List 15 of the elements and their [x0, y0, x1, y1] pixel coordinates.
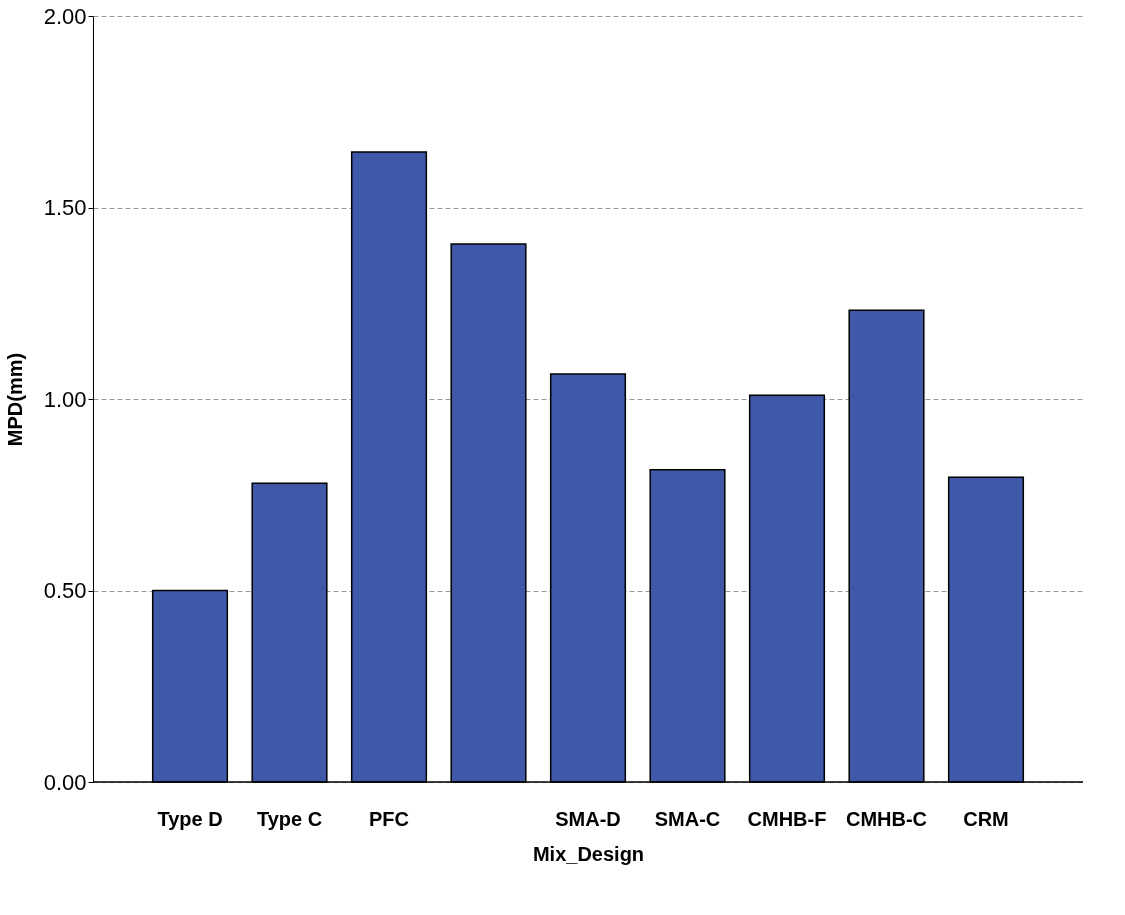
x-tick-label: PFC — [369, 808, 410, 830]
y-axis-title: MPD(mm) — [3, 352, 26, 447]
x-tick-label: Type C — [256, 808, 323, 830]
x-tick-label: Type D — [157, 808, 223, 830]
x-tick-label: CMHB-C — [845, 808, 928, 830]
y-tick-label: 2.00 — [43, 3, 87, 29]
x-tick-label: SMA-D — [555, 808, 621, 830]
y-tick-label: 0.00 — [43, 769, 87, 795]
y-tick-label: 1.50 — [43, 195, 87, 220]
x-axis-title: Mix_Design — [532, 842, 645, 865]
x-tick-label: SMA-C — [654, 808, 721, 830]
y-tick-label: 0.50 — [43, 578, 87, 603]
y-tick-label: 1.00 — [43, 386, 87, 412]
x-tick-label: CRM — [963, 808, 1009, 830]
x-tick-label: CMHB-F — [747, 808, 827, 830]
